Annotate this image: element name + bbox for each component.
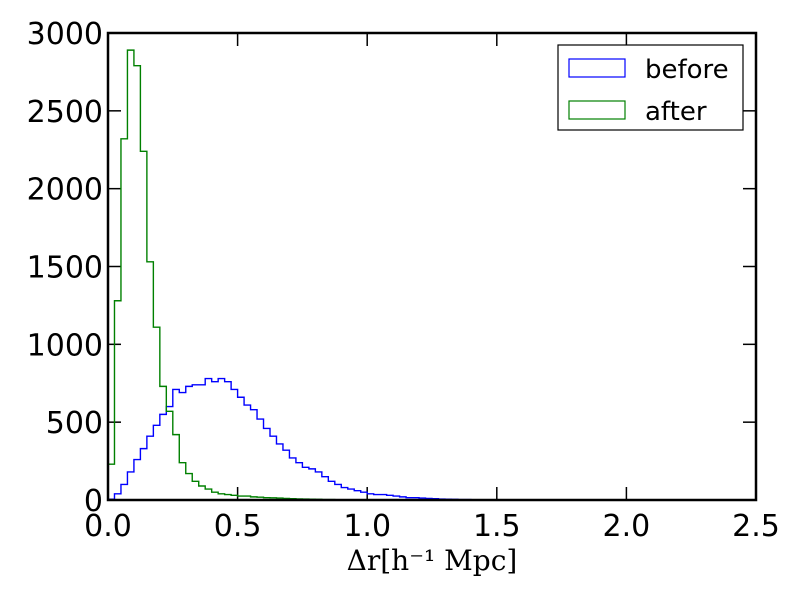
x-tick-label: 2.0: [603, 509, 651, 544]
x-tick-label: 0.5: [214, 509, 262, 544]
y-tick-label: 1000: [27, 328, 103, 363]
legend-label-after: after: [645, 97, 707, 127]
y-tick-label: 2500: [27, 95, 103, 130]
y-tick-label: 0: [84, 484, 103, 519]
x-tick-label: 2.5: [732, 509, 780, 544]
x-tick-label: 1.5: [473, 509, 521, 544]
x-tick-label: 1.0: [343, 509, 391, 544]
legend: before after: [557, 44, 744, 131]
legend-label-before: before: [645, 55, 729, 85]
histogram-series-after: [107, 49, 355, 501]
y-tick-label: 2000: [27, 173, 103, 208]
x-tick-label: 0.0: [84, 509, 132, 544]
plot-area-frame: [106, 31, 758, 502]
legend-swatch-after: [568, 100, 626, 120]
y-tick-label: 1500: [27, 251, 103, 286]
legend-swatch-before: [568, 58, 626, 78]
tick-labels: 0.0 0.5 1.0 1.5 2.0 2.5 0 500 1000 1500 2000 2500 30…: [27, 17, 780, 544]
x-axis-label: Δr[h⁻¹ Mpc]: [347, 544, 518, 577]
series-layer: [107, 49, 498, 501]
y-tick-label: 3000: [27, 17, 103, 52]
histogram-series-before: [107, 377, 498, 501]
y-tick-label: 500: [46, 406, 103, 441]
